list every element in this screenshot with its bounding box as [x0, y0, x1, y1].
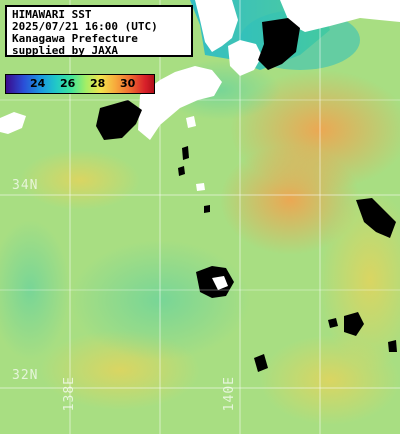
land-mass	[280, 0, 400, 32]
info-datetime: 2025/07/21 16:00 (UTC)	[12, 20, 158, 33]
scale-tick: 26	[60, 77, 76, 90]
land-mass	[186, 116, 196, 128]
color-scale-bar: 24 26 28 30	[5, 74, 155, 94]
land-mass	[138, 66, 222, 140]
cloud-mask	[388, 340, 397, 352]
info-region: Kanagawa Prefecture	[12, 32, 138, 45]
warm-patch	[320, 190, 400, 370]
cloud-mask	[254, 354, 268, 372]
cloud-mask	[182, 146, 189, 160]
cloud-mask	[178, 166, 185, 176]
cloud-mask	[258, 18, 300, 70]
cloud-mask	[344, 312, 364, 336]
cloud-mask	[356, 198, 396, 238]
info-source: supplied by JAXA	[12, 44, 118, 57]
scale-tick: 28	[90, 77, 106, 90]
cloud-mask	[204, 205, 210, 213]
scale-tick: 30	[120, 77, 136, 90]
land-mass	[195, 0, 238, 52]
cloud-mask	[212, 276, 228, 290]
info-title: HIMAWARI SST	[12, 8, 92, 21]
info-box: HIMAWARI SST 2025/07/21 16:00 (UTC) Kana…	[5, 5, 193, 57]
cool-patch	[0, 220, 70, 360]
longitude-label: 140E	[222, 376, 237, 412]
land-mass	[0, 112, 26, 134]
cloud-mask	[328, 318, 338, 328]
warm-patch	[220, 145, 360, 255]
land-mass	[228, 40, 262, 76]
latitude-label: 34N	[12, 178, 39, 193]
scale-tick: 24	[30, 77, 46, 90]
cloud-mask	[96, 100, 142, 140]
latitude-label: 32N	[12, 368, 39, 383]
land-mass	[196, 183, 205, 191]
longitude-label: 138E	[62, 376, 77, 412]
warm-patch	[260, 335, 400, 425]
